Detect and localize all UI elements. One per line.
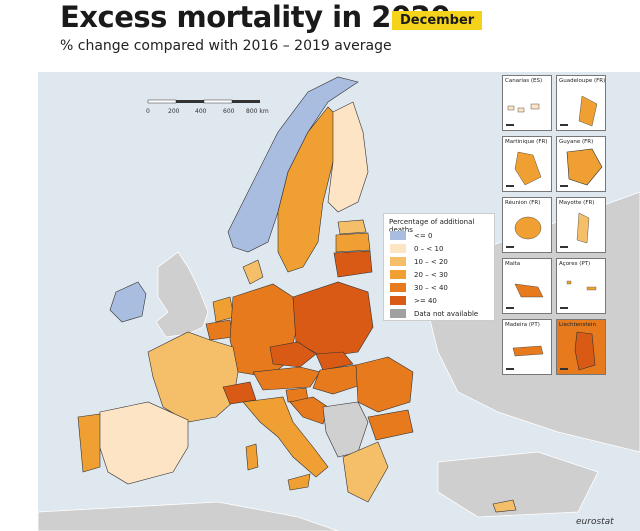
inset-mayotte: Mayotte (FR) — [556, 197, 606, 253]
norway — [227, 76, 359, 253]
inset-acores: Açores (PT) — [556, 258, 606, 314]
legend-label: >= 40 — [414, 296, 437, 305]
inset-liechtenstein: Liechtenstein — [556, 319, 606, 375]
inset-label: Malta — [505, 261, 521, 267]
inset-label: Guyane (FR) — [559, 139, 594, 145]
inset-label: Madeira (PT) — [505, 322, 540, 328]
finland — [327, 101, 369, 213]
legend-label: Data not available — [414, 309, 479, 318]
czechia — [269, 341, 317, 368]
legend-item: Data not available — [390, 308, 478, 319]
bulgaria — [367, 409, 414, 441]
inset-guyane: Guyane (FR) — [556, 136, 606, 192]
hungary — [312, 364, 365, 395]
poland — [292, 281, 374, 358]
legend-swatch — [390, 283, 406, 292]
inset-martinique: Martinique (FR) — [502, 136, 552, 192]
inset-label: Liechtenstein — [559, 322, 596, 328]
greece — [342, 441, 389, 503]
scale-tick-400: 400 — [195, 108, 207, 115]
italy — [242, 396, 329, 478]
cyprus — [492, 499, 517, 513]
map-subtitle: % change compared with 2016 – 2019 avera… — [60, 38, 392, 54]
legend-title: Percentage of additional deaths — [389, 218, 475, 234]
month-badge: December — [392, 11, 483, 30]
sweden — [277, 106, 344, 273]
inset-malta: Malta — [502, 258, 552, 314]
inset-label: Guadeloupe (FR) — [559, 78, 606, 84]
legend-item: 10 – < 20 — [390, 256, 448, 267]
sardinia — [245, 443, 259, 471]
legend-swatch — [390, 257, 406, 266]
legend: Percentage of additional deaths <= 0 0 –… — [383, 213, 495, 321]
inset-label: Mayotte (FR) — [559, 200, 595, 206]
non-eu-land-africa — [38, 501, 339, 531]
non-eu-land-turkey — [437, 451, 599, 518]
denmark — [242, 259, 264, 285]
legend-swatch — [390, 231, 406, 240]
non-eu-land-uk — [155, 251, 209, 338]
legend-item: 20 – < 30 — [390, 269, 448, 280]
ireland — [109, 281, 147, 323]
legend-swatch — [390, 296, 406, 305]
belgium — [205, 319, 234, 341]
inset-label: Canarias (ES) — [505, 78, 543, 84]
romania — [355, 356, 414, 413]
eurostat-logo: eurostat — [576, 517, 614, 527]
portugal — [77, 413, 101, 473]
legend-label: 30 – < 40 — [414, 283, 448, 292]
inset-label: Réunion (FR) — [505, 200, 541, 206]
legend-swatch — [390, 270, 406, 279]
inset-madeira: Madeira (PT) — [502, 319, 552, 375]
legend-swatch — [390, 244, 406, 253]
legend-item: >= 40 — [390, 295, 437, 306]
estonia — [337, 219, 367, 235]
scale-tick-600: 600 — [223, 108, 235, 115]
scale-tick-800: 800 km — [246, 108, 269, 115]
sicily — [287, 473, 311, 491]
legend-item: <= 0 — [390, 230, 432, 241]
map-title: Excess mortality in 2020 — [60, 0, 451, 34]
inset-label: Açores (PT) — [559, 261, 591, 267]
slovakia — [315, 351, 354, 371]
inset-guadeloupe: Guadeloupe (FR) — [556, 75, 606, 131]
legend-swatch — [390, 309, 406, 318]
scale-tick-200: 200 — [168, 108, 180, 115]
legend-item: 0 – < 10 — [390, 243, 443, 254]
scale-tick-0: 0 — [146, 108, 150, 115]
inset-reunion: Réunion (FR) — [502, 197, 552, 253]
switzerland — [222, 381, 257, 405]
spain — [97, 401, 189, 485]
latvia — [335, 232, 371, 253]
legend-label: 0 – < 10 — [414, 244, 444, 253]
croatia — [289, 396, 329, 425]
legend-label: <= 0 — [414, 231, 433, 240]
legend-label: 20 – < 30 — [414, 270, 448, 279]
inset-label: Martinique (FR) — [505, 139, 548, 145]
inset-canarias: Canarias (ES) — [502, 75, 552, 131]
legend-item: 30 – < 40 — [390, 282, 448, 293]
legend-label: 10 – < 20 — [414, 257, 448, 266]
austria — [252, 366, 321, 391]
western-balkans — [322, 401, 369, 458]
netherlands — [212, 296, 235, 323]
lithuania — [333, 250, 373, 278]
scale-bar — [147, 99, 260, 104]
